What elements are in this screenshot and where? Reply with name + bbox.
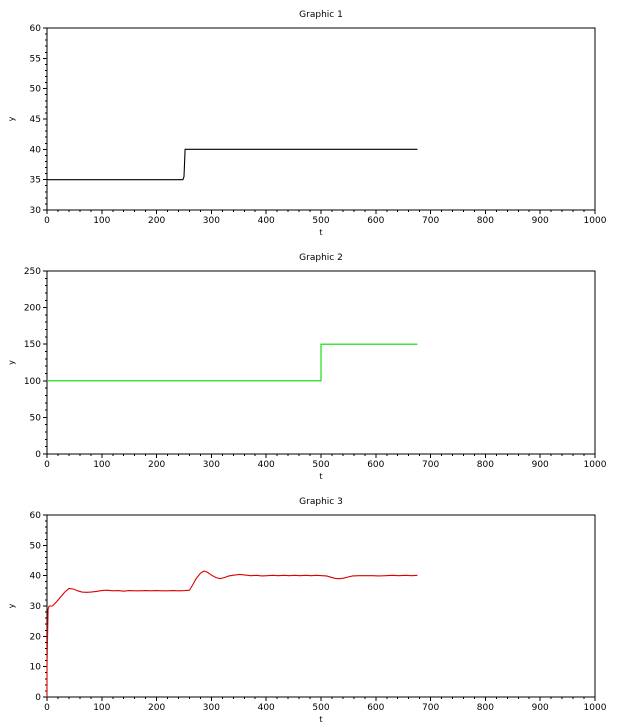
y-tick-label: 30 — [30, 206, 42, 216]
chart-3: Graphic 30 100 200 300 400 500 600 700 800 900 100… — [7, 497, 607, 724]
x-tick-label: 1000 — [584, 216, 607, 226]
y-tick-label: 0 — [35, 693, 41, 703]
x-tick-label: 400 — [258, 460, 275, 470]
y-tick-label: 45 — [30, 115, 41, 125]
x-tick-label: 700 — [422, 460, 439, 470]
x-tick-label: 500 — [312, 216, 329, 226]
y-tick-label: 150 — [24, 340, 41, 350]
x-tick-label: 600 — [367, 216, 384, 226]
x-tick-label: 200 — [148, 703, 165, 713]
x-tick-label: 1000 — [584, 703, 607, 713]
x-tick-label: 600 — [367, 460, 384, 470]
x-tick-label: 200 — [148, 460, 165, 470]
x-tick-label: 500 — [312, 460, 329, 470]
x-tick-label: 800 — [477, 216, 494, 226]
x-tick-label: 900 — [532, 460, 549, 470]
y-axis-label: y — [7, 116, 16, 121]
y-tick-label: 20 — [30, 632, 42, 642]
y-tick-label: 50 — [30, 541, 42, 551]
x-tick-label: 400 — [258, 216, 275, 226]
x-tick-label: 300 — [203, 216, 220, 226]
chart-1: Graphic 1 0 100 200 300 400 500 600 700 800 900 100… — [7, 10, 607, 237]
y-tick-label: 40 — [30, 145, 42, 155]
chart-title: Graphic 2 — [299, 253, 343, 263]
x-axis-label: t — [319, 228, 322, 237]
plot-frame — [46, 27, 596, 211]
series-line — [46, 570, 418, 697]
x-tick-label: 500 — [312, 703, 329, 713]
y-axis-label: y — [7, 360, 16, 365]
x-tick-label: 900 — [532, 703, 549, 713]
x-tick-label: 100 — [93, 216, 110, 226]
x-tick-label: 0 — [44, 216, 50, 226]
x-tick-label: 800 — [477, 703, 494, 713]
x-tick-label: 200 — [148, 216, 165, 226]
x-tick-label: 300 — [203, 703, 220, 713]
x-tick-label: 100 — [93, 460, 110, 470]
y-tick-label: 55 — [30, 54, 41, 64]
y-tick-label: 100 — [24, 377, 41, 387]
plot-frame — [46, 514, 596, 698]
y-tick-label: 60 — [30, 24, 42, 34]
chart-2: Graphic 20 100 200 300 400 500 600 700 800 900 100… — [7, 253, 607, 481]
y-tick-label: 250 — [24, 267, 41, 277]
y-tick-label: 200 — [24, 304, 41, 314]
y-tick-label: 60 — [30, 511, 42, 521]
chart-title: Graphic 1 — [299, 10, 343, 20]
y-axis-label: y — [7, 603, 16, 608]
x-tick-label: 0 — [44, 703, 50, 713]
y-tick-label: 40 — [30, 572, 42, 582]
x-axis-label: t — [319, 472, 322, 481]
x-tick-label: 800 — [477, 460, 494, 470]
y-tick-label: 35 — [30, 176, 41, 186]
x-tick-label: 0 — [44, 460, 50, 470]
x-tick-label: 900 — [532, 216, 549, 226]
x-tick-label: 400 — [258, 703, 275, 713]
x-tick-label: 600 — [367, 703, 384, 713]
x-axis-label: t — [319, 715, 322, 724]
x-tick-label: 1000 — [584, 460, 607, 470]
series-line — [47, 148, 418, 181]
y-tick-label: 50 — [30, 413, 42, 423]
chart-title: Graphic 3 — [299, 497, 343, 507]
y-tick-label: 0 — [35, 450, 41, 460]
y-tick-label: 50 — [30, 85, 42, 95]
x-tick-label: 700 — [422, 216, 439, 226]
series-line — [47, 343, 418, 382]
x-tick-label: 700 — [422, 703, 439, 713]
x-tick-label: 300 — [203, 460, 220, 470]
y-tick-label: 30 — [30, 602, 42, 612]
x-tick-label: 100 — [93, 703, 110, 713]
y-tick-label: 10 — [30, 663, 42, 673]
